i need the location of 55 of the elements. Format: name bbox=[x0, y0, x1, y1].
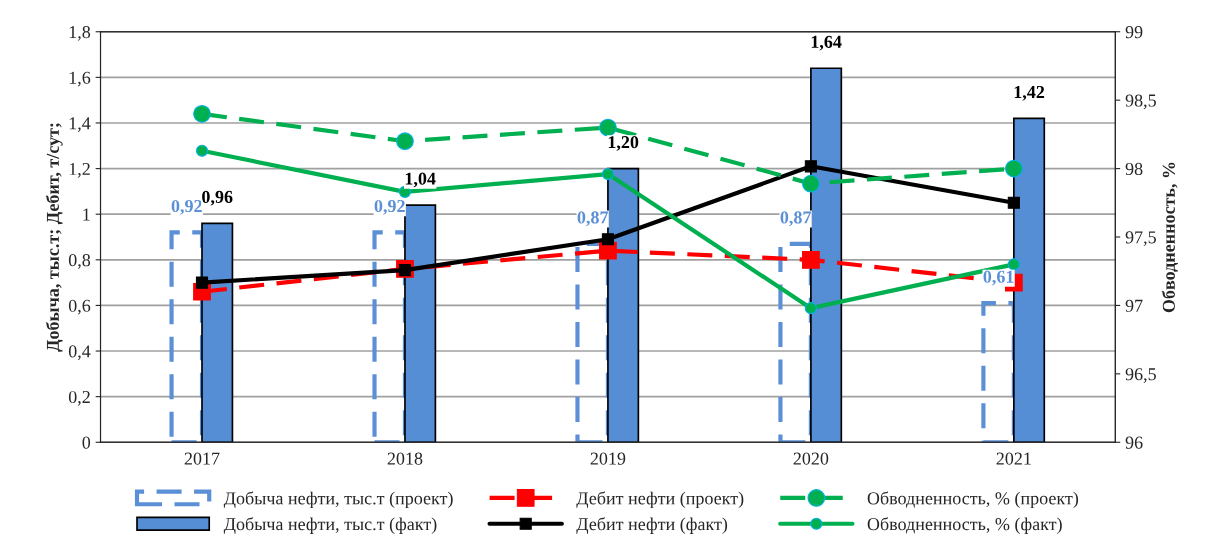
point bbox=[599, 118, 617, 137]
data-label: 0,92 bbox=[374, 199, 405, 215]
point bbox=[804, 160, 817, 173]
point bbox=[193, 105, 211, 123]
y2-tick-label: 97 bbox=[1125, 299, 1143, 312]
y-tick-label: 0,8 bbox=[68, 254, 91, 269]
y-tick-label: 1,6 bbox=[69, 71, 91, 87]
y-tick-label: 0,2 bbox=[68, 390, 90, 406]
x-tick-label: 2020 bbox=[793, 452, 829, 465]
data-label: 0,92 bbox=[171, 199, 202, 215]
y-tick-label: 1,2 bbox=[69, 162, 90, 178]
x-tick-label: 2019 bbox=[590, 452, 626, 465]
legend-label: Добыча нефти, тыс.т (проект) bbox=[223, 491, 453, 509]
data-label: 0,96 bbox=[202, 190, 233, 206]
data-label: 0,87 bbox=[577, 211, 609, 227]
point bbox=[802, 250, 820, 269]
y2-tick-label: 99 bbox=[1125, 26, 1143, 39]
data-label: 0,61 bbox=[983, 270, 1014, 286]
point bbox=[398, 264, 412, 277]
y2-axis-title: Обводненность, % bbox=[1161, 162, 1178, 313]
legend-label: Дебит нефти (проект) bbox=[576, 491, 744, 509]
y2-tick-label: 97,5 bbox=[1125, 231, 1156, 247]
data-label: 1,42 bbox=[1014, 85, 1045, 101]
point bbox=[804, 302, 817, 315]
y2-tick-label: 98 bbox=[1125, 162, 1143, 176]
y-tick-label: 1 bbox=[83, 208, 90, 221]
y-tick-label: 0,4 bbox=[68, 345, 91, 361]
point bbox=[802, 174, 820, 193]
point bbox=[195, 276, 209, 289]
y-axis-title: Добыча, тыс.т; Дебит, т/сут; bbox=[45, 123, 63, 352]
point bbox=[1005, 159, 1023, 178]
data-label: 1,20 bbox=[608, 136, 639, 151]
legend-label: Добыча нефти, тыс.т (факт) bbox=[223, 517, 437, 534]
y-tick-label: 0,6 bbox=[68, 299, 91, 315]
y-tick-label: 1,4 bbox=[69, 117, 91, 133]
y-tick-label: 1,8 bbox=[69, 26, 91, 41]
point bbox=[601, 233, 614, 246]
point bbox=[1007, 196, 1020, 209]
data-label: 1,04 bbox=[405, 172, 436, 188]
legend-label: Дебит нефти (факт) bbox=[576, 517, 728, 534]
y2-tick-label: 96 bbox=[1125, 436, 1143, 449]
y-tick-label: 0 bbox=[82, 436, 91, 449]
x-tick-label: 2017 bbox=[184, 452, 220, 465]
legend-label: Обводненность, % (проект) bbox=[867, 491, 1079, 509]
x-tick-label: 2021 bbox=[996, 452, 1031, 465]
y2-tick-label: 98,5 bbox=[1125, 94, 1156, 110]
data-label: 1,64 bbox=[811, 35, 842, 51]
point bbox=[601, 167, 614, 181]
legend-label: Обводненность, % (факт) bbox=[867, 517, 1062, 534]
point bbox=[1007, 258, 1020, 271]
data-label: 0,87 bbox=[780, 211, 812, 227]
point bbox=[195, 144, 209, 157]
x-tick-label: 2018 bbox=[387, 452, 423, 465]
y2-tick-label: 96,5 bbox=[1125, 368, 1156, 383]
point bbox=[396, 132, 414, 151]
